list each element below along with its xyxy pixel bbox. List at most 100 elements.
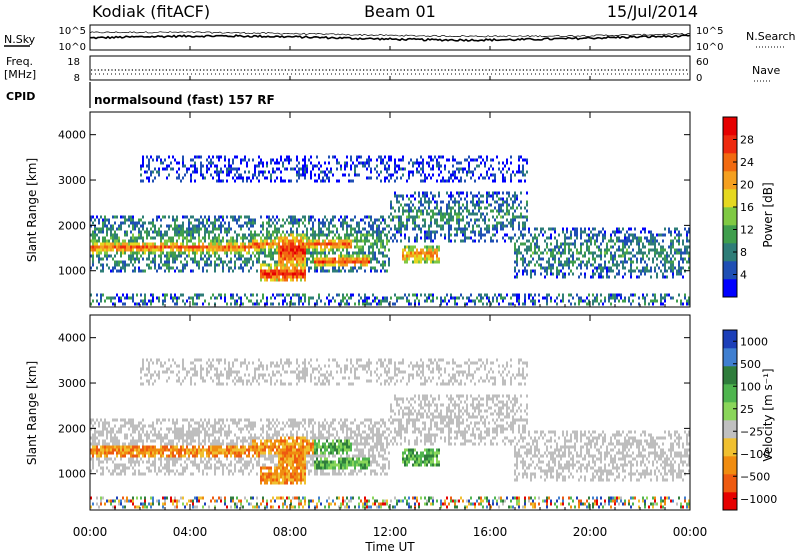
power-cell: [496, 230, 498, 234]
power-cell: [268, 215, 270, 219]
power-cell: [224, 227, 226, 231]
power-cell: [288, 245, 290, 249]
nave-tick-bottom: 0: [696, 73, 702, 84]
power-cell: [200, 173, 202, 177]
power-cell: [526, 209, 528, 213]
velocity-cell: [112, 427, 114, 431]
velocity-cell: [100, 460, 102, 464]
power-cell: [364, 242, 366, 246]
power-cell: [664, 260, 666, 264]
power-cell: [196, 251, 198, 255]
power-cell: [686, 251, 688, 255]
power-cell: [314, 251, 316, 255]
power-cell: [498, 221, 500, 225]
power-cell: [606, 245, 608, 249]
power-cell: [138, 269, 140, 273]
power-cell: [516, 251, 518, 255]
power-cell: [130, 260, 132, 264]
power-cell: [194, 218, 196, 222]
power-cell: [560, 242, 562, 246]
power-cell: [302, 260, 304, 264]
power-cell: [576, 236, 578, 240]
velocity-cell: [170, 364, 172, 368]
power-cell: [430, 245, 432, 249]
power-cell: [126, 242, 128, 246]
power-cell: [312, 230, 314, 234]
power-cell: [380, 170, 382, 174]
power-cell: [474, 179, 476, 183]
power-cell: [324, 263, 326, 267]
power-cell: [274, 218, 276, 222]
velocity-cell: [178, 376, 180, 380]
power-cell: [168, 257, 170, 261]
power-cell: [360, 218, 362, 222]
power-cell: [660, 299, 662, 303]
power-cell: [314, 269, 316, 273]
power-cell: [308, 221, 310, 225]
power-cell: [286, 218, 288, 222]
power-cell: [512, 218, 514, 222]
velocity-cell: [178, 451, 180, 455]
power-cell: [314, 263, 316, 267]
power-cell: [510, 161, 512, 165]
power-cell: [528, 293, 530, 297]
velocity-cell: [160, 454, 162, 458]
power-cell: [272, 275, 274, 279]
power-cell: [114, 233, 116, 237]
power-cell: [598, 233, 600, 237]
power-cell: [314, 164, 316, 168]
velocity-cell: [120, 430, 122, 434]
power-cell: [136, 293, 138, 297]
power-cell: [244, 158, 246, 162]
power-cell: [420, 203, 422, 207]
power-cell: [348, 179, 350, 183]
velocity-cell: [160, 433, 162, 437]
power-cell: [624, 299, 626, 303]
power-cell: [396, 239, 398, 243]
velocity-cell: [90, 418, 92, 422]
power-cell: [232, 269, 234, 273]
power-cell: [228, 158, 230, 162]
power-cell: [638, 248, 640, 252]
power-cell: [150, 248, 152, 252]
power-cell: [200, 215, 202, 219]
power-cell: [670, 239, 672, 243]
power-cell: [400, 227, 402, 231]
velocity-cell: [104, 451, 106, 455]
power-cell: [242, 224, 244, 228]
power-cell: [376, 296, 378, 300]
power-cell: [388, 248, 390, 252]
power-cell: [546, 296, 548, 300]
power-cell: [562, 266, 564, 270]
power-cell: [296, 155, 298, 159]
power-cell: [406, 221, 408, 225]
power-cell: [676, 227, 678, 231]
power-cell: [240, 251, 242, 255]
power-cell: [286, 239, 288, 243]
power-cell: [338, 218, 340, 222]
velocity-cell: [126, 436, 128, 440]
power-cell: [424, 176, 426, 180]
power-cell: [678, 242, 680, 246]
power-cell: [654, 293, 656, 297]
power-cell: [456, 167, 458, 171]
power-cell: [142, 215, 144, 219]
power-cell: [400, 158, 402, 162]
power-cell: [432, 248, 434, 252]
velocity-cell: [146, 466, 148, 470]
power-cell: [288, 155, 290, 159]
velocity-cell: [94, 436, 96, 440]
power-cell: [92, 230, 94, 234]
power-cell: [166, 230, 168, 234]
power-cell: [464, 167, 466, 171]
velocity-cell: [148, 445, 150, 449]
power-cell: [664, 296, 666, 300]
power-cell: [270, 158, 272, 162]
power-cell: [180, 254, 182, 258]
power-cell: [562, 230, 564, 234]
power-cell: [346, 251, 348, 255]
power-cell: [542, 266, 544, 270]
power-cell: [304, 296, 306, 300]
power-cell: [424, 179, 426, 183]
power-cell: [218, 254, 220, 258]
